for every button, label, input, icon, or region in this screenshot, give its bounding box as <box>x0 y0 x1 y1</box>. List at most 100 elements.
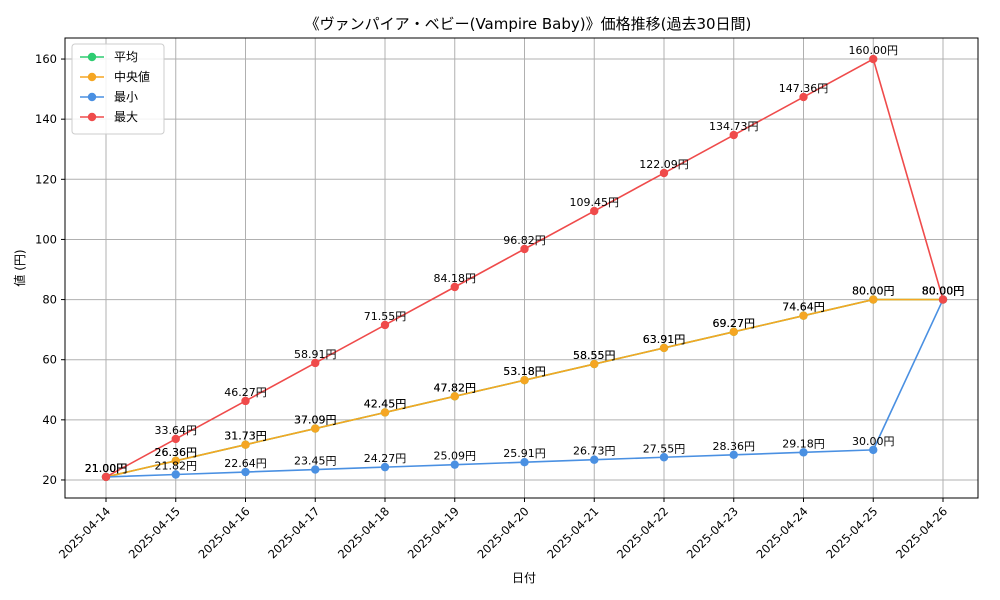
data-label: 21.00円 <box>85 462 128 475</box>
data-point <box>171 456 180 466</box>
data-point <box>101 472 111 482</box>
x-tick-label: 2025-04-17 <box>265 504 322 561</box>
data-label: 109.45円 <box>570 196 620 209</box>
data-label: 25.91円 <box>503 447 546 460</box>
y-tick-label: 40 <box>42 413 57 427</box>
data-point <box>659 343 669 353</box>
data-label: 58.55円 <box>573 349 616 362</box>
data-label: 80.00円 <box>852 285 895 298</box>
data-point <box>869 54 878 64</box>
legend-label: 最小 <box>114 90 138 104</box>
series-3 <box>101 54 948 482</box>
data-label: 21.82円 <box>155 459 198 472</box>
data-label: 47.82円 <box>434 381 477 394</box>
y-tick-label: 160 <box>35 52 57 66</box>
x-tick-label: 2025-04-18 <box>335 504 392 561</box>
x-tick-label: 2025-04-23 <box>684 504 741 561</box>
data-point <box>380 408 390 417</box>
data-point <box>241 440 250 449</box>
data-point <box>799 92 808 102</box>
data-label: 26.36円 <box>155 446 198 459</box>
data-label: 42.45円 <box>364 397 407 410</box>
data-point <box>380 462 390 472</box>
grid <box>65 38 978 498</box>
data-point <box>311 424 320 433</box>
legend-marker <box>87 112 97 122</box>
data-label: 80.00円 <box>922 285 965 298</box>
data-label: 84.18円 <box>434 272 477 285</box>
legend-marker <box>87 52 97 62</box>
data-label: 74.64円 <box>782 301 825 314</box>
data-point <box>869 445 878 455</box>
y-tick-label: 140 <box>35 112 57 126</box>
data-point <box>380 320 390 330</box>
data-point <box>171 434 180 444</box>
x-tick-label: 2025-04-25 <box>823 504 880 561</box>
x-axis-label: 日付 <box>512 571 536 585</box>
x-tick-label: 2025-04-26 <box>893 504 950 561</box>
data-label: 80.00円 <box>852 285 895 298</box>
data-point <box>869 295 878 304</box>
y-tick-label: 20 <box>42 473 57 487</box>
chart-title: 《ヴァンパイア・ベビー(Vampire Baby)》価格推移(過去30日間) <box>305 15 752 33</box>
data-point <box>590 206 599 216</box>
data-label: 47.82円 <box>434 381 477 394</box>
data-point <box>450 282 459 292</box>
y-axis-ticks: 20 40 60 80 100 120 140 160 <box>35 52 65 487</box>
data-label: 25.09円 <box>434 450 477 463</box>
data-label: 80.00円 <box>922 285 965 298</box>
data-label: 37.09円 <box>294 414 337 427</box>
data-label: 22.64円 <box>224 457 267 470</box>
data-label: 42.45円 <box>364 397 407 410</box>
plot-frame <box>64 37 979 499</box>
data-point <box>311 358 320 368</box>
x-tick-label: 2025-04-20 <box>474 504 531 561</box>
data-point <box>171 470 180 479</box>
data-point <box>520 244 529 254</box>
data-label: 31.73円 <box>224 430 267 443</box>
data-label: 96.82円 <box>503 234 546 247</box>
data-label: 26.73円 <box>573 445 616 458</box>
data-label: 71.55円 <box>364 310 407 323</box>
legend-marker <box>87 72 97 82</box>
data-point <box>241 396 250 406</box>
data-point <box>311 465 320 474</box>
data-point <box>590 455 599 464</box>
x-tick-label: 2025-04-14 <box>56 504 113 561</box>
data-label: 63.91円 <box>643 333 686 346</box>
y-tick-label: 60 <box>42 353 57 367</box>
data-label: 21.00円 <box>85 462 128 475</box>
data-point <box>938 295 948 304</box>
data-point <box>520 376 529 385</box>
data-label: 33.64円 <box>155 424 198 437</box>
data-label: 30.00円 <box>852 435 895 448</box>
y-tick-label: 120 <box>35 172 57 186</box>
data-point <box>450 460 459 469</box>
data-label: 29.18円 <box>782 437 825 450</box>
series-lines <box>101 54 948 482</box>
legend-label: 最大 <box>114 110 138 124</box>
data-label: 74.64円 <box>782 301 825 314</box>
data-label: 26.36円 <box>155 446 198 459</box>
data-label: 122.09円 <box>639 158 689 171</box>
legend-marker <box>87 92 97 102</box>
data-label: 37.09円 <box>294 414 337 427</box>
data-label: 134.73円 <box>709 120 759 133</box>
legend-label: 中央値 <box>114 69 150 84</box>
x-tick-label: 2025-04-15 <box>126 504 183 561</box>
x-tick-label: 2025-04-22 <box>614 504 671 561</box>
x-tick-label: 2025-04-19 <box>405 504 462 561</box>
data-label: 23.45円 <box>294 455 337 468</box>
data-label: 160.00円 <box>849 44 899 57</box>
data-point <box>659 453 669 462</box>
legend-label: 平均 <box>114 50 138 64</box>
data-point <box>799 448 808 457</box>
data-point <box>241 467 250 477</box>
data-point <box>520 457 529 467</box>
data-label: 80.00円 <box>922 285 965 298</box>
x-tick-label: 2025-04-16 <box>195 504 252 561</box>
data-label: 28.36円 <box>713 440 756 453</box>
data-label: 53.18円 <box>503 365 546 378</box>
